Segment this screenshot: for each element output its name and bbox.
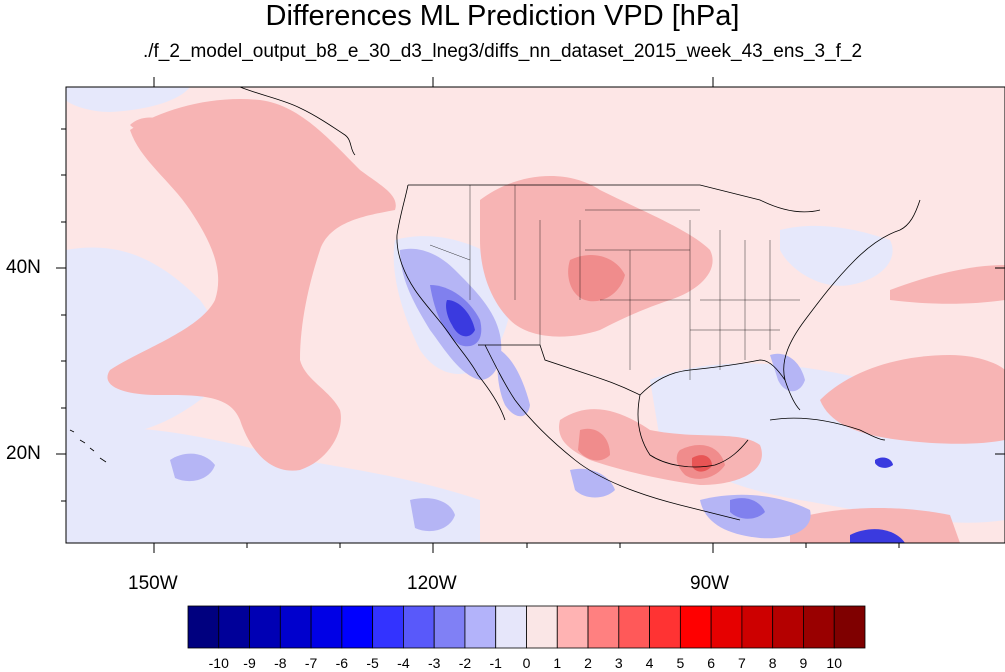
field-blue-sierra-madre [570,468,615,498]
colorbar-label: -8 [274,655,287,671]
lon-label-150w: 150W [128,573,178,594]
field-blue-pacific-south-blob [410,498,455,532]
colorbar-swatch [833,605,866,649]
colorbar-swatch [372,605,404,649]
field-red-mexico-hot [692,455,712,472]
colorbar-swatch [341,605,374,649]
field-red-caribbean-south [790,508,960,543]
colorbar-label: -10 [208,655,229,671]
colorbar-swatch [618,605,650,649]
colorbar-swatch [187,605,220,649]
field-blue-florida [770,353,805,392]
field-blue-southeast-corner [850,529,905,543]
coast-cuba [769,417,886,441]
colorbar-swatch [249,605,281,649]
colorbar-label: -5 [366,655,379,671]
lon-label-90w: 90W [690,573,730,594]
colorbar-swatch [741,605,774,649]
colorbar-label: -7 [304,655,318,671]
field-blue-baja [497,350,530,417]
colorbar-swatch [679,605,712,649]
colorbar-label: 2 [584,655,592,671]
coast-mexico-west [514,399,741,521]
coast-gulf [637,359,801,468]
chart-title: Differences ML Prediction VPD [hPa] [265,0,740,32]
colorbar-label: -2 [458,655,472,671]
field-blue-california-core [446,300,475,337]
field-red-atlantic [820,355,1005,444]
colorbar-swatch [803,605,835,649]
field-blue-caribbean-east [875,457,893,468]
field-lightblue-northeast [780,225,893,286]
colorbar-swatch [403,605,435,649]
coast-baja [477,344,516,421]
colorbar-swatch [279,605,312,649]
state-borders [429,185,800,380]
coast-us-west [396,184,479,376]
coastlines [69,86,921,521]
colorbar-label: 6 [707,655,716,671]
border-us-canada [408,184,821,213]
colorbar-swatch [218,605,250,649]
colorbar-swatch [710,605,743,649]
border-us-mexico [478,344,641,396]
colorbar-label: -3 [427,655,441,671]
colorbar-label: -9 [243,655,256,671]
colorbar-label: 8 [768,655,777,671]
colorbar-label: -4 [397,655,410,671]
colorbar [187,605,866,649]
field-lightblue-pacific-south [66,427,480,543]
state-line-1 [429,185,800,380]
colorbar-swatch [772,605,804,649]
lat-label-40n: 40N [6,257,41,278]
colorbar-label: 0 [522,655,531,671]
colorbar-label: 9 [799,655,808,671]
field-blue-pacific-southwest [170,453,215,482]
chart-subtitle: ./f_2_model_output_b8_e_30_d3_lneg3/diff… [142,41,863,62]
field-red-gulf-alaska [130,117,170,133]
colorbar-swatch [464,605,497,649]
axis-ticks [56,77,1005,553]
colorbar-label: 1 [553,655,562,671]
field-red-atlantic-north [890,265,1005,304]
colorbar-label: -6 [335,655,349,671]
colorbar-swatch [433,605,466,649]
lon-label-120w: 120W [407,573,457,594]
coast-us-east [783,199,921,381]
field-blue-central-america-core [730,498,765,519]
field-red-four-corners [568,255,625,302]
colorbar-label: 4 [645,655,654,671]
colorbar-label: 3 [614,655,623,671]
colorbar-swatch [556,605,589,649]
colorbar-swatch [649,605,681,649]
coast-alaska [239,86,356,156]
colorbar-label: 10 [826,655,842,671]
map-field [66,87,1005,543]
colorbar-label: -1 [489,655,502,671]
colorbar-label: 5 [676,655,685,671]
lat-label-20n: 20N [6,443,41,464]
field-lightblue-arctic-top [66,87,190,112]
colorbar-label: 7 [738,655,746,671]
coast-hawaii [69,429,107,463]
colorbar-swatch [587,605,620,649]
colorbar-swatch [310,605,343,649]
colorbar-swatch [526,605,558,649]
colorbar-swatch [495,605,527,649]
field-red-pacific-plume [107,99,396,471]
field-red-baja-east [578,428,610,461]
